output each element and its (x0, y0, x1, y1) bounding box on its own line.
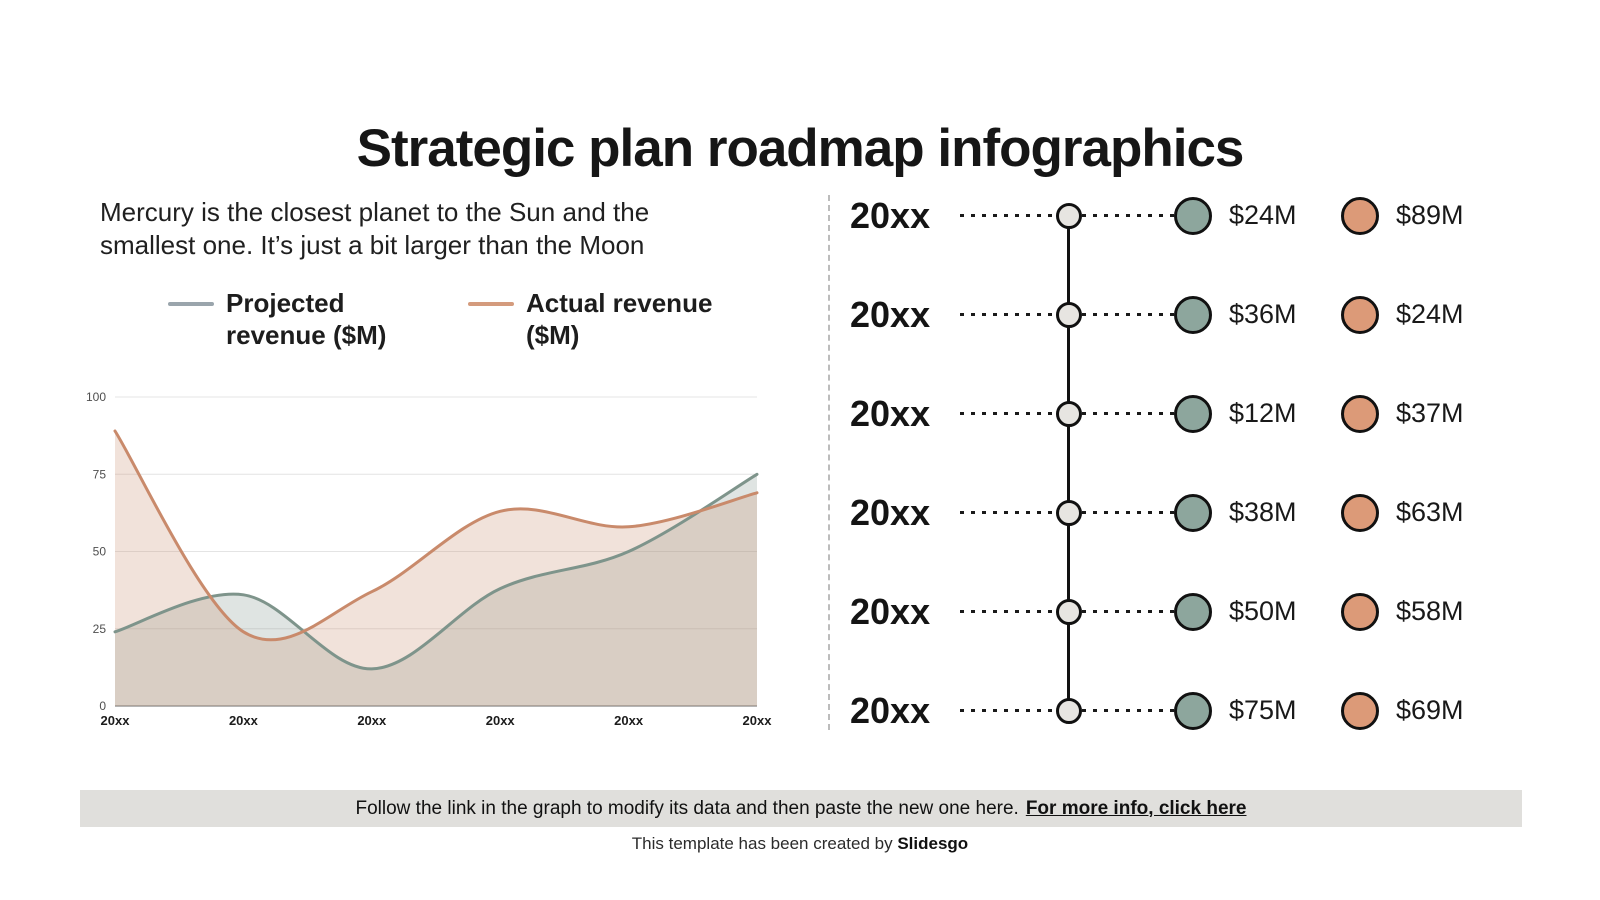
timeline-row: 20xx $24M $89M (850, 166, 1530, 265)
svg-text:75: 75 (93, 467, 107, 481)
dotted-connector (960, 511, 1056, 514)
dashed-connector (1082, 511, 1174, 514)
projected-marker (1174, 196, 1212, 235)
intro-text: Mercury is the closest planet to the Sun… (100, 197, 650, 260)
revenue-area-chart: 0 25 50 75 100 20xx 20xx 20xx 20xx 20xx 20xx (86, 390, 773, 728)
section-divider (828, 195, 830, 730)
projected-value: $12M (1229, 398, 1297, 428)
actual-marker (1341, 295, 1379, 334)
timeline-axis-line (1067, 215, 1070, 711)
timeline-year: 20xx (850, 689, 931, 731)
svg-text:20xx: 20xx (357, 713, 387, 728)
timeline-year: 20xx (850, 293, 931, 335)
legend-item-actual: Actual revenue ($M) (468, 288, 714, 352)
legend-swatch-projected (168, 302, 214, 306)
dashed-connector (1082, 214, 1174, 217)
dotted-connector (960, 214, 1056, 217)
svg-text:20xx: 20xx (229, 713, 259, 728)
dashed-connector (1082, 313, 1174, 316)
legend-label-actual: Actual revenue ($M) (526, 288, 713, 350)
footer: This template has been created by Slides… (0, 834, 1600, 854)
actual-value: $89M (1396, 200, 1464, 230)
timeline-row: 20xx $12M $37M (850, 364, 1530, 463)
timeline-node (1056, 400, 1082, 427)
legend-item-projected: Projected revenue ($M) (168, 288, 414, 352)
projected-value: $38M (1229, 497, 1297, 527)
dotted-connector (960, 709, 1056, 712)
dashed-connector (1082, 709, 1174, 712)
projected-marker (1174, 295, 1212, 334)
timeline-node (1056, 202, 1082, 229)
dotted-connector (960, 610, 1056, 613)
projected-value: $50M (1229, 596, 1297, 626)
timeline-node (1056, 697, 1082, 724)
timeline-node (1056, 301, 1082, 328)
dashed-connector (1082, 610, 1174, 613)
actual-marker (1341, 592, 1379, 631)
actual-value: $63M (1396, 497, 1464, 527)
timeline-row: 20xx $38M $63M (850, 463, 1530, 562)
actual-marker (1341, 394, 1379, 433)
timeline-year: 20xx (850, 392, 931, 434)
projected-marker (1174, 493, 1212, 532)
timeline-row: 20xx $50M $58M (850, 562, 1530, 661)
actual-value: $37M (1396, 398, 1464, 428)
projected-marker (1174, 592, 1212, 631)
chart-legend: Projected revenue ($M) Actual revenue ($… (168, 288, 714, 352)
timeline-row: 20xx $75M $69M (850, 661, 1530, 760)
actual-value: $58M (1396, 596, 1464, 626)
actual-marker (1341, 691, 1379, 730)
footer-text: This template has been created by (631, 834, 893, 853)
actual-value: $69M (1396, 695, 1464, 725)
svg-text:25: 25 (93, 622, 107, 636)
footer-brand: Slidesgo (897, 834, 969, 853)
timeline: 20xx $24M $89M 20xx $36M $24M 20xx $12 (850, 166, 1530, 760)
legend-label-projected: Projected revenue ($M) (226, 288, 387, 350)
projected-value: $75M (1229, 695, 1297, 725)
actual-marker (1341, 196, 1379, 235)
projected-marker (1174, 394, 1212, 433)
svg-text:20xx: 20xx (614, 713, 644, 728)
svg-text:20xx: 20xx (743, 713, 773, 728)
projected-value: $24M (1229, 200, 1297, 230)
page-title: Strategic plan roadmap infographics (356, 118, 1245, 178)
svg-text:0: 0 (99, 699, 106, 713)
projected-value: $36M (1229, 299, 1297, 329)
projected-marker (1174, 691, 1212, 730)
actual-value: $24M (1396, 299, 1464, 329)
legend-swatch-actual (468, 302, 514, 306)
dashed-connector (1082, 412, 1174, 415)
note-bar: Follow the link in the graph to modify i… (80, 790, 1522, 827)
timeline-node (1056, 499, 1082, 526)
timeline-year: 20xx (850, 491, 931, 533)
svg-text:50: 50 (93, 545, 107, 559)
svg-text:20xx: 20xx (101, 713, 131, 728)
dotted-connector (960, 412, 1056, 415)
timeline-node (1056, 598, 1082, 625)
timeline-year: 20xx (850, 590, 931, 632)
more-info-link[interactable]: For more info, click here (1025, 797, 1247, 819)
svg-text:100: 100 (86, 390, 106, 404)
dotted-connector (960, 313, 1056, 316)
timeline-row: 20xx $36M $24M (850, 265, 1530, 364)
svg-text:20xx: 20xx (486, 713, 516, 728)
timeline-year: 20xx (850, 194, 931, 236)
actual-marker (1341, 493, 1379, 532)
note-text: Follow the link in the graph to modify i… (355, 797, 1019, 819)
